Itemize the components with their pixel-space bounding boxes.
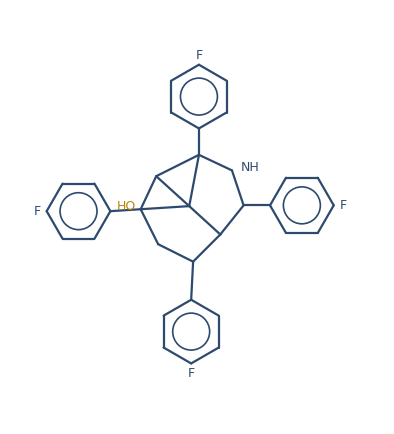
Text: HO: HO bbox=[116, 200, 136, 213]
Text: F: F bbox=[340, 199, 347, 212]
Text: F: F bbox=[188, 367, 195, 380]
Text: NH: NH bbox=[240, 161, 259, 174]
Text: F: F bbox=[33, 205, 41, 218]
Text: F: F bbox=[195, 49, 203, 62]
